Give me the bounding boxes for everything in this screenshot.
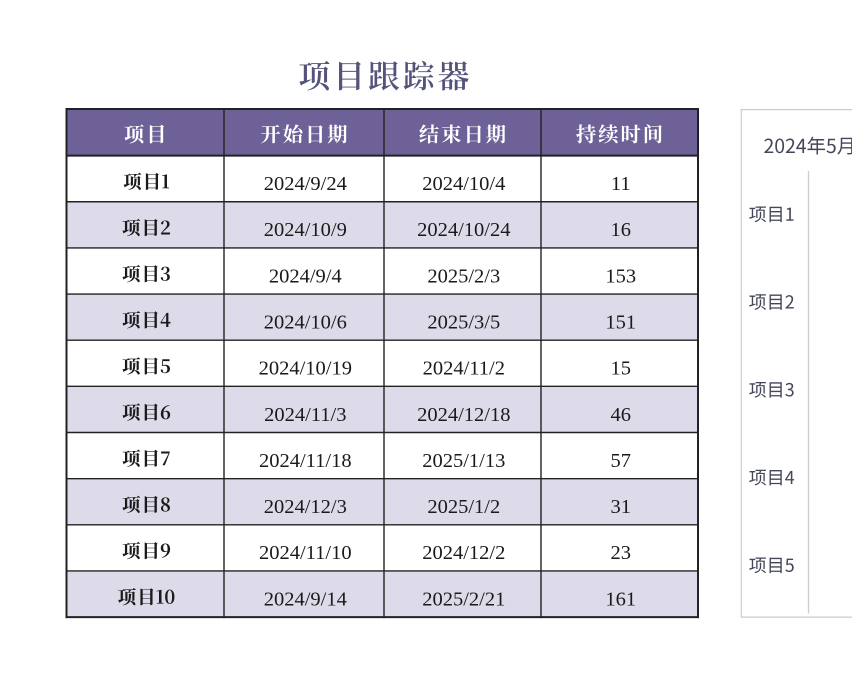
svg-text:23: 23: [611, 542, 632, 564]
svg-text:2024/11/2: 2024/11/2: [423, 358, 505, 380]
svg-text:2024/10/19: 2024/10/19: [259, 358, 352, 380]
svg-text:153: 153: [605, 265, 636, 287]
svg-text:161: 161: [605, 588, 636, 610]
svg-text:2024/12/3: 2024/12/3: [264, 496, 347, 518]
svg-text:2024/11/3: 2024/11/3: [264, 404, 346, 426]
svg-text:46: 46: [611, 404, 632, 426]
svg-text:2025/3/5: 2025/3/5: [427, 311, 500, 333]
svg-text:2024/12/18: 2024/12/18: [417, 404, 510, 426]
svg-text:57: 57: [611, 450, 632, 472]
svg-text:2025/1/13: 2025/1/13: [422, 450, 505, 472]
svg-text:2025/2/21: 2025/2/21: [422, 588, 505, 610]
svg-text:2024/10/4: 2024/10/4: [422, 173, 505, 195]
svg-text:16: 16: [611, 219, 632, 241]
svg-text:2024/9/24: 2024/9/24: [264, 173, 347, 195]
svg-text:2025/2/3: 2025/2/3: [427, 265, 500, 287]
svg-text:2024/9/4: 2024/9/4: [269, 265, 342, 287]
svg-text:2024/12/2: 2024/12/2: [422, 542, 505, 564]
svg-text:2024/10/6: 2024/10/6: [264, 311, 347, 333]
svg-text:2024/10/24: 2024/10/24: [417, 219, 510, 241]
svg-text:15: 15: [611, 358, 632, 380]
svg-text:151: 151: [605, 311, 636, 333]
svg-text:2024/10/9: 2024/10/9: [264, 219, 347, 241]
svg-text:2025/1/2: 2025/1/2: [427, 496, 500, 518]
svg-text:2024/9/14: 2024/9/14: [264, 588, 347, 610]
svg-text:2024/11/10: 2024/11/10: [259, 542, 352, 564]
svg-text:2024/11/18: 2024/11/18: [259, 450, 352, 472]
svg-text:31: 31: [611, 496, 632, 518]
svg-text:11: 11: [611, 173, 631, 195]
